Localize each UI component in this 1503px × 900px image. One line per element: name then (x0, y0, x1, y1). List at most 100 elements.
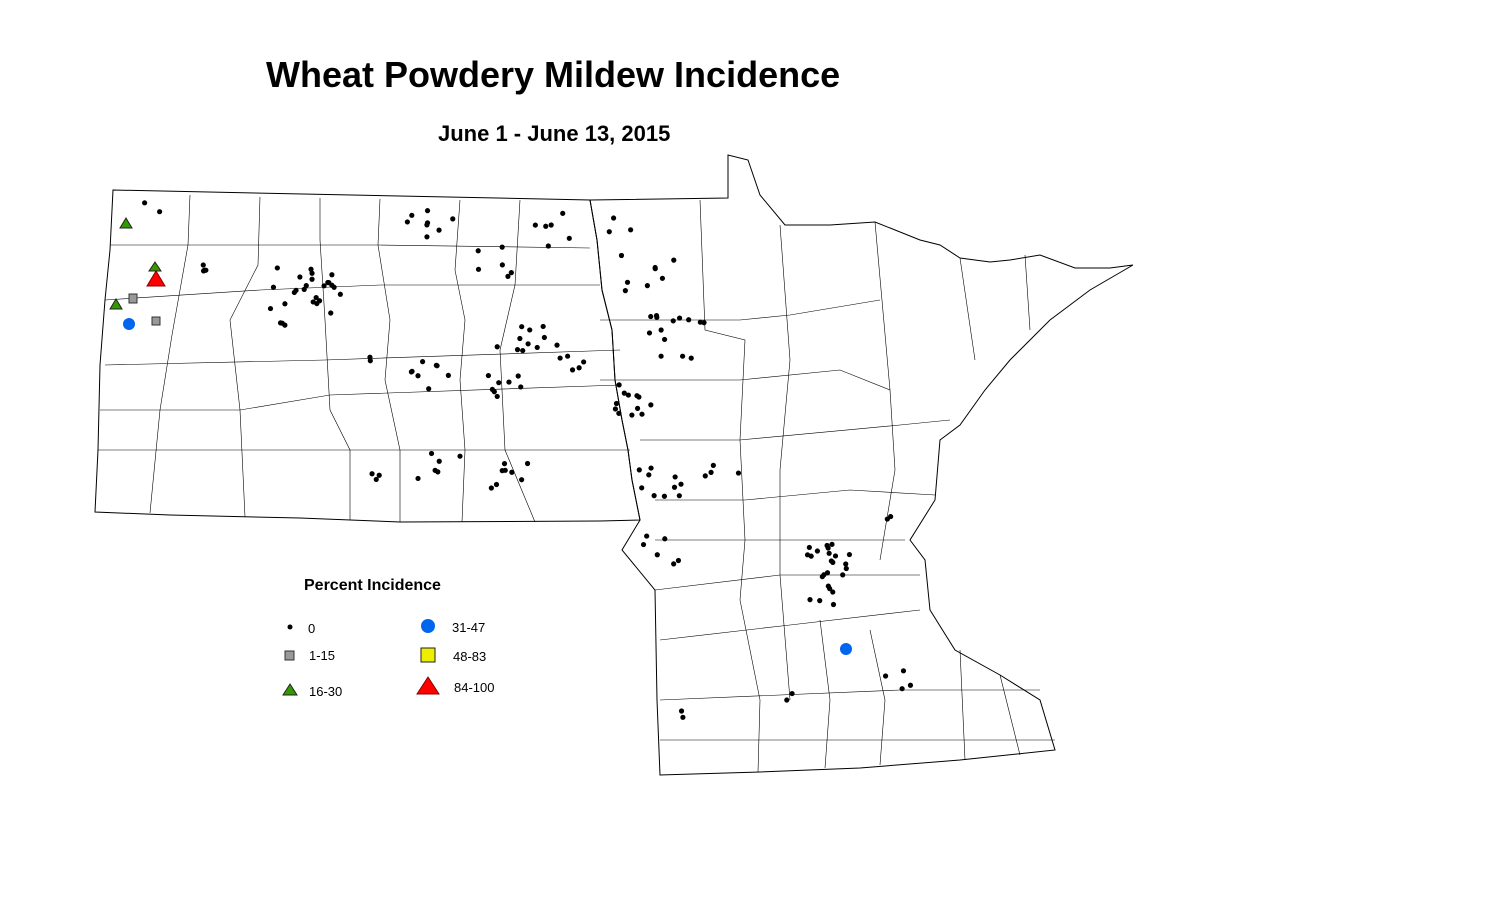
observation-point-0 (494, 344, 500, 350)
observation-point-0 (612, 406, 619, 412)
observation-point-0 (899, 686, 905, 692)
observation-point-0 (428, 450, 435, 457)
observation-point-0 (662, 536, 668, 542)
observation-point-0 (326, 280, 332, 286)
county-boundary (655, 489, 936, 501)
observation-point-0 (830, 589, 836, 595)
observation-point-0 (541, 334, 547, 341)
observation-point-0 (525, 341, 531, 347)
observation-point-0 (424, 220, 431, 226)
legend-label-3: 31-47 (452, 620, 486, 635)
county-boundary (319, 198, 351, 520)
observation-point-0 (697, 319, 703, 325)
observation-point-1-15 (128, 293, 138, 304)
observation-point-0 (679, 353, 686, 359)
observation-point-0 (543, 223, 549, 229)
observation-point-0 (488, 485, 494, 491)
observation-point-0 (540, 323, 546, 330)
observation-point-0 (680, 714, 686, 720)
county-boundary (104, 284, 600, 301)
observation-point-16-30 (148, 261, 162, 272)
legend-title: Percent Incidence (304, 577, 441, 594)
observation-point-0 (678, 708, 685, 714)
observation-point-0 (639, 411, 645, 417)
observation-point-0 (825, 583, 831, 589)
legend-label-0: 0 (308, 621, 316, 636)
observation-point-0 (514, 347, 521, 353)
observation-point-0 (688, 355, 694, 361)
observation-point-0 (675, 557, 682, 564)
observation-point-0 (646, 330, 653, 336)
observation-point-0 (301, 286, 307, 292)
legend-dot-symbol (287, 624, 293, 630)
observation-point-0 (686, 317, 692, 323)
county-boundary (699, 199, 746, 601)
observation-point-0 (274, 265, 280, 271)
observation-point-0 (882, 673, 889, 679)
observation-point-0 (519, 477, 525, 483)
observation-point-0 (554, 342, 560, 348)
observation-point-0 (829, 541, 835, 547)
observation-point-0 (624, 279, 631, 285)
observation-point-0 (565, 353, 571, 359)
observation-point-0 (309, 276, 315, 282)
observation-point-0 (828, 558, 834, 564)
observation-point-0 (610, 215, 617, 221)
observation-point-0 (475, 248, 481, 254)
observation-point-0 (640, 541, 647, 548)
observation-point-0 (819, 574, 825, 580)
observation-point-0 (291, 289, 297, 296)
observation-point-0 (907, 682, 914, 688)
observation-point-0 (613, 400, 620, 407)
observation-point-0 (676, 315, 683, 321)
observation-point-0 (618, 252, 625, 259)
legend-red-triangle-symbol (416, 676, 440, 695)
observation-point-0 (636, 467, 642, 473)
observation-point-0 (415, 475, 421, 482)
observation-point-0 (616, 410, 622, 416)
observation-point-0 (267, 305, 274, 312)
observation-point-0 (708, 469, 714, 475)
observation-point-0 (671, 257, 677, 263)
observation-point-0 (508, 270, 514, 276)
observation-point-0 (435, 469, 441, 475)
observation-point-0 (534, 344, 540, 351)
observation-point-0 (670, 318, 676, 324)
observation-point-31-47 (840, 643, 852, 655)
observation-point-84-100 (146, 270, 166, 287)
observation-point-0 (566, 235, 572, 241)
observation-point-0 (517, 335, 523, 342)
observation-point-0 (450, 216, 456, 222)
observation-point-0 (309, 270, 315, 276)
county-boundary (149, 194, 191, 514)
observation-point-0 (644, 533, 650, 539)
observation-point-0 (735, 470, 742, 476)
observation-point-31-47 (123, 318, 135, 330)
observation-point-0 (499, 262, 505, 268)
observation-point-0 (337, 291, 343, 297)
county-boundary (110, 244, 591, 249)
county-boundary (874, 221, 896, 561)
observation-point-0 (843, 565, 849, 572)
observation-point-0 (424, 208, 431, 214)
observation-point-0 (622, 288, 628, 294)
observation-point-0 (493, 481, 500, 488)
observation-point-0 (804, 552, 811, 558)
observation-point-0 (678, 481, 684, 487)
observation-point-0 (576, 365, 582, 371)
observation-point-0 (297, 274, 303, 280)
observation-point-0 (654, 552, 660, 558)
legend-label-1: 1-15 (309, 648, 336, 663)
observation-point-0 (658, 353, 664, 359)
observation-point-0 (826, 550, 832, 556)
observation-point-0 (434, 363, 440, 369)
legend-yellow-square-symbol (420, 647, 436, 663)
county-boundary (499, 199, 536, 523)
observation-point-0 (817, 598, 823, 604)
observation-point-0 (436, 227, 442, 233)
observation-point-0 (710, 462, 716, 468)
observation-point-0 (832, 553, 839, 559)
observation-point-0 (557, 355, 563, 361)
observation-point-0 (308, 266, 314, 272)
observation-point-0 (616, 382, 622, 388)
